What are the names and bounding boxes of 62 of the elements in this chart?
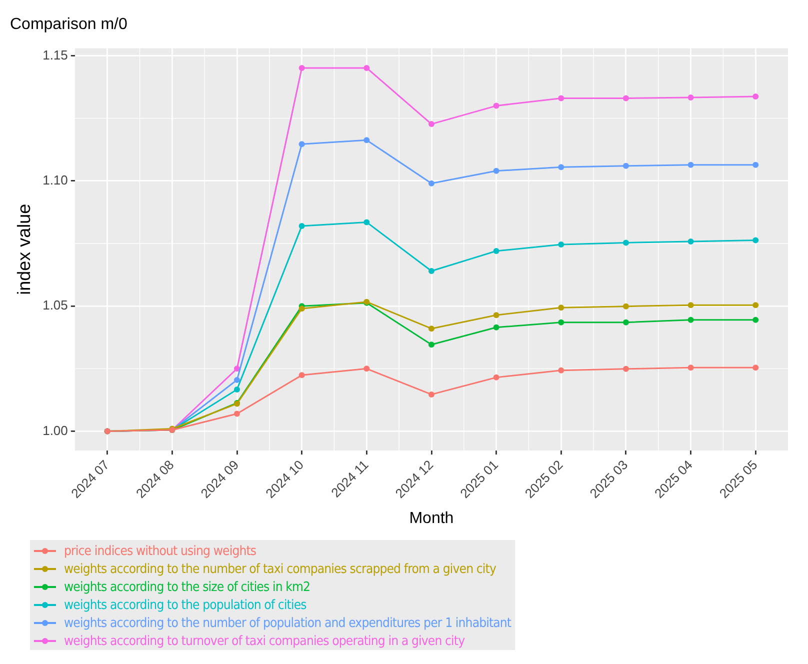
point: [493, 312, 500, 318]
y-axis-title: index value: [14, 204, 34, 295]
point: [558, 367, 564, 374]
point: [364, 64, 370, 71]
point: [752, 302, 759, 308]
point: [622, 303, 629, 310]
point: [622, 366, 629, 372]
point: [558, 95, 564, 102]
point: [234, 376, 240, 383]
x-axis-title: Month: [409, 510, 454, 527]
point: [622, 240, 629, 246]
point: [493, 102, 500, 109]
point: [752, 364, 759, 371]
legend-label: weights according to turnover of taxi companies operating in a given city: [64, 634, 465, 648]
point: [622, 162, 629, 169]
point: [298, 372, 305, 378]
point: [622, 95, 629, 102]
point: [558, 164, 564, 170]
point: [688, 162, 694, 168]
point: [364, 366, 370, 372]
point: [752, 316, 759, 323]
point: [298, 222, 305, 229]
point: [752, 162, 759, 168]
point: [688, 316, 694, 323]
point: [558, 319, 564, 326]
y-tick-label: 1.00: [42, 422, 68, 438]
point: [622, 319, 629, 326]
point: [688, 302, 694, 308]
point: [234, 366, 240, 372]
point: [298, 306, 305, 312]
y-tick-label: 1.15: [42, 47, 68, 62]
legend-label: weights according to the number of taxi companies scrapped from a given city: [64, 562, 496, 576]
point: [752, 94, 759, 100]
point: [752, 237, 759, 244]
point: [234, 386, 240, 392]
chart-title: Comparison m/0: [10, 16, 128, 34]
point: [428, 342, 434, 348]
point: [493, 248, 500, 254]
legend-label: weights according to the size of cities in km2: [64, 580, 310, 594]
point: [428, 268, 434, 274]
point: [688, 364, 694, 371]
point: [428, 326, 434, 332]
point: [428, 180, 434, 186]
point: [558, 304, 564, 311]
point: [558, 241, 564, 248]
point: [364, 219, 370, 226]
point: [428, 391, 434, 398]
point: [493, 324, 500, 330]
point: [688, 238, 694, 244]
legend-label: weights according to the population of cities: [64, 598, 306, 612]
point: [493, 374, 500, 380]
y-tick-label: 1.05: [42, 298, 68, 313]
y-tick-label: 1.10: [42, 172, 68, 188]
point: [298, 64, 305, 71]
legend-label: weights according to the number of population and expenditures per 1 inhabitant: [64, 616, 512, 630]
point: [493, 168, 500, 174]
legend-label: price indices without using weights: [64, 544, 256, 558]
point: [364, 137, 370, 144]
point: [298, 141, 305, 148]
point: [234, 410, 240, 417]
point: [688, 94, 694, 101]
point: [428, 121, 434, 128]
